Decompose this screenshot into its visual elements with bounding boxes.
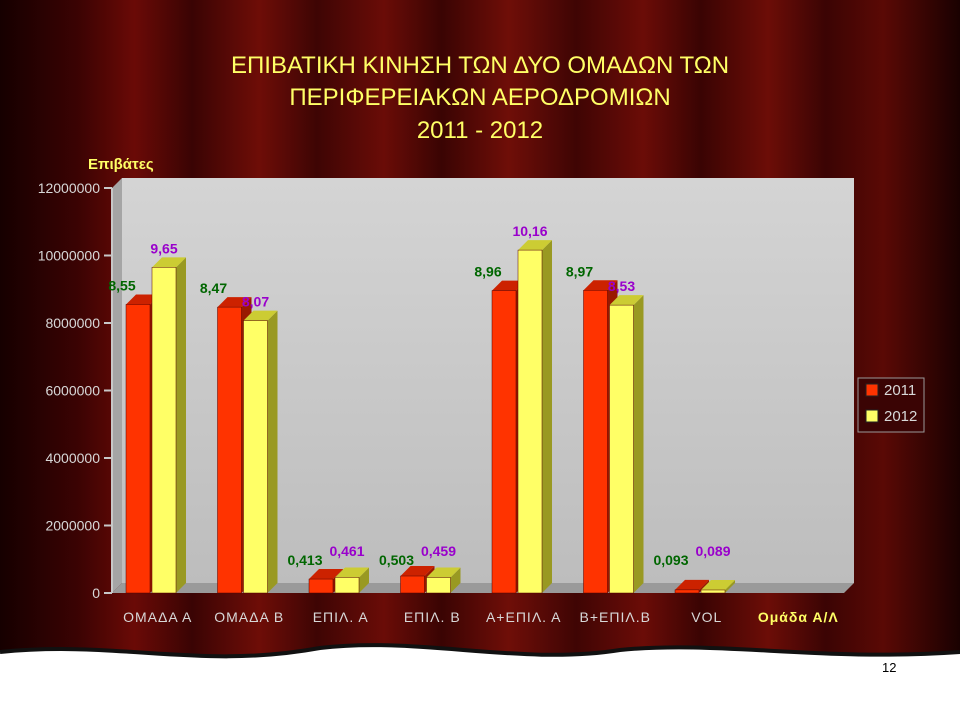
y-tick-label: 8000000 (45, 315, 100, 331)
y-tick-label: 0 (92, 585, 100, 601)
y-tick-label: 4000000 (45, 450, 100, 466)
bar-2012 (334, 567, 369, 594)
bar-chart: 0 2000000 4000000 6000000 8000000 10000000 120… (38, 178, 925, 625)
bar-2012 (243, 310, 278, 594)
y-tick-label: 10000000 (38, 248, 101, 264)
data-label: 10,16 (512, 223, 547, 239)
data-label: 8,97 (566, 263, 593, 279)
data-label: 8,47 (200, 280, 227, 296)
plot-side-wall (112, 178, 122, 593)
data-label: 0,461 (329, 543, 364, 559)
legend-label: 2012 (884, 408, 917, 425)
bar-2012 (609, 295, 644, 594)
x-tick-label: ΟΜΑΔΑ Α (123, 609, 192, 625)
data-label: 8,96 (474, 264, 501, 280)
legend-swatch-2012 (865, 409, 879, 423)
x-tick-label: Β+ΕΠΙΛ.Β (580, 609, 651, 625)
data-label: 8,53 (608, 278, 635, 294)
bar-2012 (151, 257, 186, 594)
data-label: 9,65 (150, 240, 177, 256)
legend-label: 2011 (884, 382, 916, 399)
x-tick-label: ΕΠΙΛ. Β (404, 609, 461, 625)
legend-swatch-2011 (865, 383, 879, 397)
x-tick-label: ΟΜΑΔΑ Β (214, 609, 284, 625)
footer-band (0, 643, 960, 722)
title-line-3: 2011 - 2012 (416, 117, 544, 144)
y-tick-label: 2000000 (45, 518, 100, 534)
data-label: 0,459 (421, 543, 456, 559)
x-tick-label: ΕΠΙΛ. Α (313, 609, 369, 625)
y-tick-label: 6000000 (45, 383, 100, 399)
data-label: 8,07 (242, 294, 269, 310)
y-axis-label: Επιβάτες (88, 156, 154, 173)
x-tick-label: Ομάδα Α/Λ (758, 609, 839, 625)
data-label: 0,093 (653, 552, 688, 568)
page-number: 12 (882, 660, 897, 675)
data-label: 0,413 (287, 552, 322, 568)
plot-floor (112, 583, 854, 593)
x-tick-label: VOL (691, 609, 722, 625)
title-line-1: ΕΠΙΒΑΤΙΚΗ ΚΙΝΗΣΗ ΤΩΝ ΔΥΟ ΟΜΑΔΩΝ ΤΩΝ (230, 52, 730, 79)
y-tick-label: 12000000 (38, 180, 101, 196)
bar-2012 (517, 240, 552, 594)
data-label: 0,089 (695, 543, 730, 559)
data-label: 8,55 (108, 277, 135, 293)
title-line-2: ΠΕΡΙΦΕΡΕΙΑΚΩΝ ΑΕΡΟΔΡΟΜΙΩΝ (289, 84, 671, 111)
data-label: 0,503 (379, 552, 414, 568)
x-tick-label: Α+ΕΠΙΛ. Α (486, 609, 562, 625)
bar-2012 (700, 579, 735, 594)
bar-2012 (426, 567, 461, 594)
